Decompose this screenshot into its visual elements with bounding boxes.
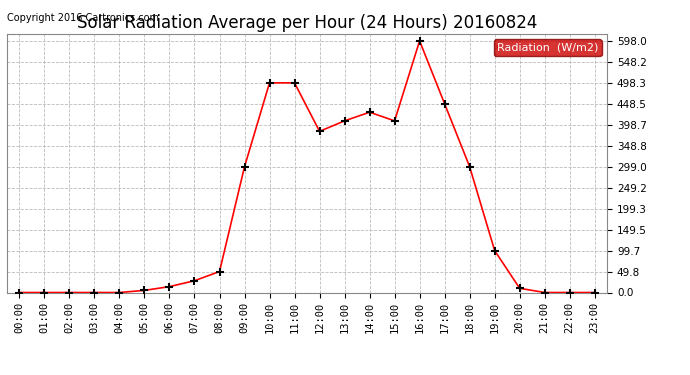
Title: Solar Radiation Average per Hour (24 Hours) 20160824: Solar Radiation Average per Hour (24 Hou… — [77, 14, 538, 32]
Legend: Radiation  (W/m2): Radiation (W/m2) — [493, 39, 602, 56]
Text: Copyright 2016 Cartronics.com: Copyright 2016 Cartronics.com — [7, 13, 159, 23]
